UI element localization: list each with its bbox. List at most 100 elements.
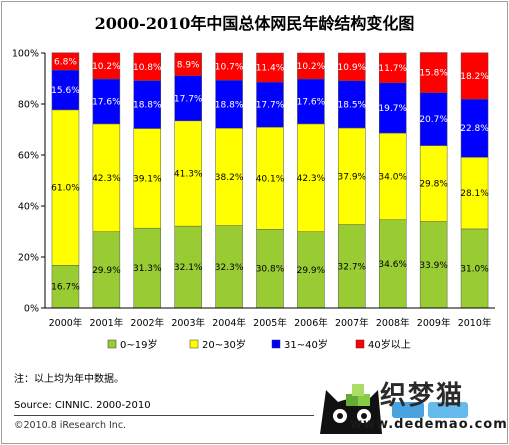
data-label: 42.3% <box>92 174 121 184</box>
legend-swatch <box>271 339 281 349</box>
data-label: 30.8% <box>256 265 285 275</box>
x-tick-label: 2003年 <box>171 317 205 329</box>
bar-segment <box>174 120 202 227</box>
bar-segment <box>174 225 202 309</box>
bar-segment <box>51 52 80 71</box>
watermark-brand: 织梦猫 <box>380 381 465 411</box>
divider-line <box>14 415 314 416</box>
data-label: 34.0% <box>378 172 407 182</box>
bar-segment <box>460 98 489 158</box>
data-label: 40.1% <box>256 174 285 184</box>
bar-segment <box>215 80 243 129</box>
data-label: 10.7% <box>215 63 244 73</box>
x-tick-label: 2006年 <box>294 317 328 329</box>
data-label: 31.0% <box>460 264 489 274</box>
data-label: 39.1% <box>133 174 162 184</box>
bar-segment <box>419 92 448 146</box>
cat-icon <box>320 390 382 434</box>
data-label: 17.6% <box>297 97 326 107</box>
data-label: 19.7% <box>378 104 407 114</box>
data-label: 10.9% <box>338 63 367 73</box>
bar-segment <box>460 228 489 309</box>
bar-segment <box>174 52 202 76</box>
x-tick-label: 2005年 <box>253 317 287 329</box>
bar-segment <box>338 52 366 82</box>
bar-segment <box>419 52 448 94</box>
data-label: 6.8% <box>54 57 77 67</box>
bar-segment <box>92 231 121 309</box>
data-label: 17.7% <box>174 94 203 104</box>
legend-label: 20~30岁 <box>202 338 246 351</box>
bar-segment <box>174 75 202 122</box>
copyright-text: ©2010.8 iResearch Inc. <box>14 420 127 431</box>
data-label: 10.8% <box>133 63 162 73</box>
bar-segment <box>297 123 325 233</box>
data-label: 61.0% <box>51 184 80 194</box>
x-tick-label: 2004年 <box>212 317 246 329</box>
legend-swatch <box>107 339 117 349</box>
bar-segment <box>338 127 366 225</box>
legend-swatch <box>355 339 365 349</box>
data-label: 33.9% <box>419 261 448 271</box>
x-tick-label: 2000年 <box>49 317 83 329</box>
data-label: 32.1% <box>174 263 203 273</box>
data-label: 42.3% <box>297 174 326 184</box>
data-label: 17.6% <box>92 97 121 107</box>
y-tick-label: 60% <box>18 151 39 162</box>
data-label: 8.9% <box>177 60 200 70</box>
y-tick-label: 80% <box>18 100 39 111</box>
bar-segment <box>215 127 243 226</box>
y-tick-label: 100% <box>12 49 39 60</box>
data-label: 37.9% <box>338 172 367 182</box>
bar-segment <box>378 82 407 134</box>
data-label: 34.6% <box>378 260 407 270</box>
legend-label: 0~19岁 <box>120 338 157 351</box>
source-text: Source: CINNIC. 2000-2010 <box>14 400 151 411</box>
watermark-logo <box>320 384 468 434</box>
bar-segment <box>51 69 80 111</box>
bar-segment <box>256 81 284 128</box>
watermark-url: www.dedemao.com <box>350 417 508 432</box>
bar-segment <box>460 157 489 230</box>
data-label: 16.7% <box>51 283 80 293</box>
x-tick-label: 2007年 <box>335 317 369 329</box>
data-label: 11.7% <box>378 64 407 74</box>
x-tick-label: 2001年 <box>90 317 124 329</box>
axis-layer: 0% 20% 40% 60% 80% 100% 2000年 2001年 2002年 2003年 20… <box>12 49 495 329</box>
x-tick-label: 2010年 <box>458 317 492 329</box>
data-label: 15.8% <box>419 69 448 79</box>
data-label: 11.4% <box>256 64 285 74</box>
data-label: 18.8% <box>133 101 162 111</box>
bar-segment <box>419 145 448 222</box>
legend-label: 40岁以上 <box>368 338 411 351</box>
blue-badge-icon <box>392 402 468 418</box>
y-tick-label: 20% <box>18 253 39 264</box>
data-label: 28.1% <box>460 189 489 199</box>
data-label: 38.2% <box>215 173 244 183</box>
bars-layer: 16.7% 61.0% 15.6% 6.8% 29.9% 42.3% 17.6% 10.2% 3… <box>51 52 489 309</box>
data-label: 18.2% <box>460 72 489 82</box>
bar-segment <box>297 78 325 125</box>
data-label: 15.6% <box>51 86 80 96</box>
bar-segment <box>215 225 243 309</box>
bar-segment <box>133 52 162 81</box>
data-label: 32.7% <box>338 262 367 272</box>
x-tick-label: 2002年 <box>130 317 164 329</box>
data-label: 32.3% <box>215 263 244 273</box>
data-label: 41.3% <box>174 169 203 179</box>
bar-segment <box>133 80 162 129</box>
bar-segment <box>378 52 407 84</box>
bar-segment <box>378 132 407 221</box>
data-label: 22.8% <box>460 124 489 134</box>
bar-segment <box>215 52 243 81</box>
y-tick-label: 0% <box>24 304 39 315</box>
bar-segment <box>256 52 284 83</box>
data-label: 18.5% <box>338 100 367 110</box>
bar-segment <box>256 229 284 309</box>
data-label: 29.9% <box>297 266 326 276</box>
bar-segment <box>51 109 80 266</box>
bar-segment <box>297 52 325 80</box>
data-label: 29.8% <box>419 180 448 190</box>
data-label: 10.2% <box>92 62 121 72</box>
